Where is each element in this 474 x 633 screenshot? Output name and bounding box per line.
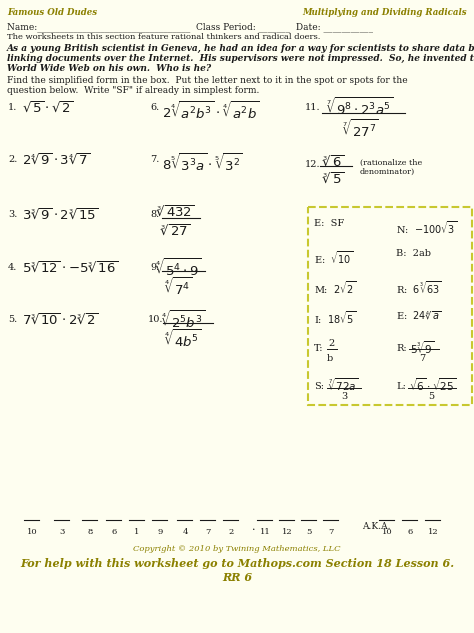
Text: b: b — [327, 354, 333, 363]
Text: 7: 7 — [328, 528, 334, 536]
Text: World Wide Web on his own.  Who is he?: World Wide Web on his own. Who is he? — [7, 64, 211, 73]
Text: 2.: 2. — [8, 155, 18, 164]
Text: E:  $24\sqrt[4]{a}$: E: $24\sqrt[4]{a}$ — [396, 309, 442, 322]
Text: A.K.A.: A.K.A. — [362, 522, 391, 531]
Text: $\sqrt[3]{5}$: $\sqrt[3]{5}$ — [322, 172, 344, 187]
Text: Famous Old Dudes: Famous Old Dudes — [7, 8, 97, 17]
Text: B:  2ab: B: 2ab — [396, 249, 431, 258]
Text: $2\sqrt[4]{9} \cdot 3\sqrt[4]{7}$: $2\sqrt[4]{9} \cdot 3\sqrt[4]{7}$ — [22, 153, 91, 168]
Text: $3\sqrt[3]{9} \cdot 2\sqrt[3]{15}$: $3\sqrt[3]{9} \cdot 2\sqrt[3]{15}$ — [22, 208, 99, 223]
Text: L:: L: — [396, 382, 406, 391]
Text: $\sqrt[7]{9^8 \cdot 2^3a^5}$: $\sqrt[7]{9^8 \cdot 2^3a^5}$ — [326, 97, 394, 118]
Text: linking documents over the Internet.  His supervisors were not impressed.  So, h: linking documents over the Internet. His… — [7, 54, 474, 63]
Text: $\sqrt[7]{72a}$: $\sqrt[7]{72a}$ — [328, 376, 359, 392]
Text: T:: T: — [314, 344, 323, 353]
Text: $\sqrt[4]{2^5b^3}$: $\sqrt[4]{2^5b^3}$ — [161, 310, 205, 331]
Text: I:  $18\sqrt{5}$: I: $18\sqrt{5}$ — [314, 309, 356, 325]
Text: 12.: 12. — [305, 160, 320, 169]
Text: 2: 2 — [328, 339, 334, 348]
Text: 8.: 8. — [150, 210, 159, 219]
Text: 8: 8 — [87, 528, 93, 536]
Text: 4.: 4. — [8, 263, 18, 272]
Text: 7: 7 — [419, 354, 425, 363]
Text: R:  $6\sqrt[3]{63}$: R: $6\sqrt[3]{63}$ — [396, 279, 442, 296]
Text: $5\sqrt[3]{9}$: $5\sqrt[3]{9}$ — [410, 339, 434, 356]
Text: $7\sqrt[3]{10} \cdot 2\sqrt[3]{2}$: $7\sqrt[3]{10} \cdot 2\sqrt[3]{2}$ — [22, 313, 99, 328]
Text: $5\sqrt[3]{12} \cdot {-}5\sqrt[3]{16}$: $5\sqrt[3]{12} \cdot {-}5\sqrt[3]{16}$ — [22, 261, 119, 276]
Text: For help with this worksheet go to Mathops.com Section 18 Lesson 6.: For help with this worksheet go to Matho… — [20, 558, 454, 569]
Text: $\sqrt[3]{6}$: $\sqrt[3]{6}$ — [322, 155, 344, 170]
Text: 1.: 1. — [8, 103, 18, 112]
Text: 5: 5 — [306, 528, 312, 536]
Text: 4: 4 — [182, 528, 188, 536]
Text: 5: 5 — [428, 392, 434, 401]
Text: 5.: 5. — [8, 315, 17, 324]
Text: $\sqrt[4]{7^4}$: $\sqrt[4]{7^4}$ — [164, 277, 192, 298]
Text: 12: 12 — [428, 528, 438, 536]
Text: 6.: 6. — [150, 103, 159, 112]
Text: 1: 1 — [134, 528, 140, 536]
Text: 2: 2 — [228, 528, 234, 536]
Text: $2\sqrt[4]{a^2b^3} \cdot \sqrt[4]{a^2b}$: $2\sqrt[4]{a^2b^3} \cdot \sqrt[4]{a^2b}$ — [162, 101, 259, 122]
Text: E:  SF: E: SF — [314, 219, 344, 228]
Text: 9: 9 — [157, 528, 163, 536]
Text: question below.  Write "SF" if already in simplest form.: question below. Write "SF" if already in… — [7, 86, 259, 95]
Text: $\sqrt[7]{27^7}$: $\sqrt[7]{27^7}$ — [342, 119, 378, 141]
Text: The worksheets in this section feature rational thinkers and radical doers.: The worksheets in this section feature r… — [7, 33, 320, 41]
Text: .: . — [252, 522, 255, 532]
Text: 9.: 9. — [150, 263, 159, 272]
Text: 10: 10 — [27, 528, 37, 536]
Text: RR 6: RR 6 — [222, 572, 252, 583]
Text: 7.: 7. — [150, 155, 159, 164]
Text: Name:__________________________________  Class Period: _______  Date: __________: Name:__________________________________ … — [7, 22, 373, 32]
Text: 3: 3 — [59, 528, 64, 536]
Text: 6: 6 — [407, 528, 413, 536]
Text: N:  $-100\sqrt{3}$: N: $-100\sqrt{3}$ — [396, 219, 457, 235]
Text: E:  $\sqrt{10}$: E: $\sqrt{10}$ — [314, 249, 354, 266]
Text: M:  $2\sqrt{2}$: M: $2\sqrt{2}$ — [314, 279, 356, 296]
Text: S:: S: — [314, 382, 324, 391]
Text: 12: 12 — [282, 528, 292, 536]
Text: $\sqrt[3]{432}$: $\sqrt[3]{432}$ — [155, 205, 194, 220]
Text: $\sqrt[3]{27}$: $\sqrt[3]{27}$ — [160, 224, 190, 239]
Text: $\sqrt[4]{4b^5}$: $\sqrt[4]{4b^5}$ — [164, 329, 202, 350]
Text: 10.: 10. — [148, 315, 164, 324]
Text: $8\sqrt[5]{3^3a} \cdot \sqrt[5]{3^2}$: $8\sqrt[5]{3^3a} \cdot \sqrt[5]{3^2}$ — [162, 153, 243, 174]
Text: R:: R: — [396, 344, 407, 353]
Text: As a young British scientist in Geneva, he had an idea for a way for scientists : As a young British scientist in Geneva, … — [7, 44, 474, 53]
Text: 11.: 11. — [305, 103, 320, 112]
Text: 3.: 3. — [8, 210, 18, 219]
Text: 7: 7 — [205, 528, 210, 536]
Text: 10: 10 — [382, 528, 392, 536]
Text: (rationalize the
denominator): (rationalize the denominator) — [360, 159, 422, 176]
Text: Find the simplified form in the box.  Put the letter next to it in the spot or s: Find the simplified form in the box. Put… — [7, 76, 408, 85]
Text: $\sqrt[4]{5^4 \cdot 9}$: $\sqrt[4]{5^4 \cdot 9}$ — [155, 258, 201, 279]
Text: $\sqrt{5} \cdot \sqrt{2}$: $\sqrt{5} \cdot \sqrt{2}$ — [22, 101, 74, 116]
Text: $\sqrt{6} \cdot \sqrt{25}$: $\sqrt{6} \cdot \sqrt{25}$ — [409, 376, 456, 392]
Text: Copyright © 2010 by Twining Mathematics, LLC: Copyright © 2010 by Twining Mathematics,… — [133, 545, 341, 553]
Text: 3: 3 — [341, 392, 347, 401]
Text: Multiplying and Dividing Radicals: Multiplying and Dividing Radicals — [302, 8, 467, 17]
Text: 11: 11 — [260, 528, 270, 536]
Text: 6: 6 — [111, 528, 117, 536]
